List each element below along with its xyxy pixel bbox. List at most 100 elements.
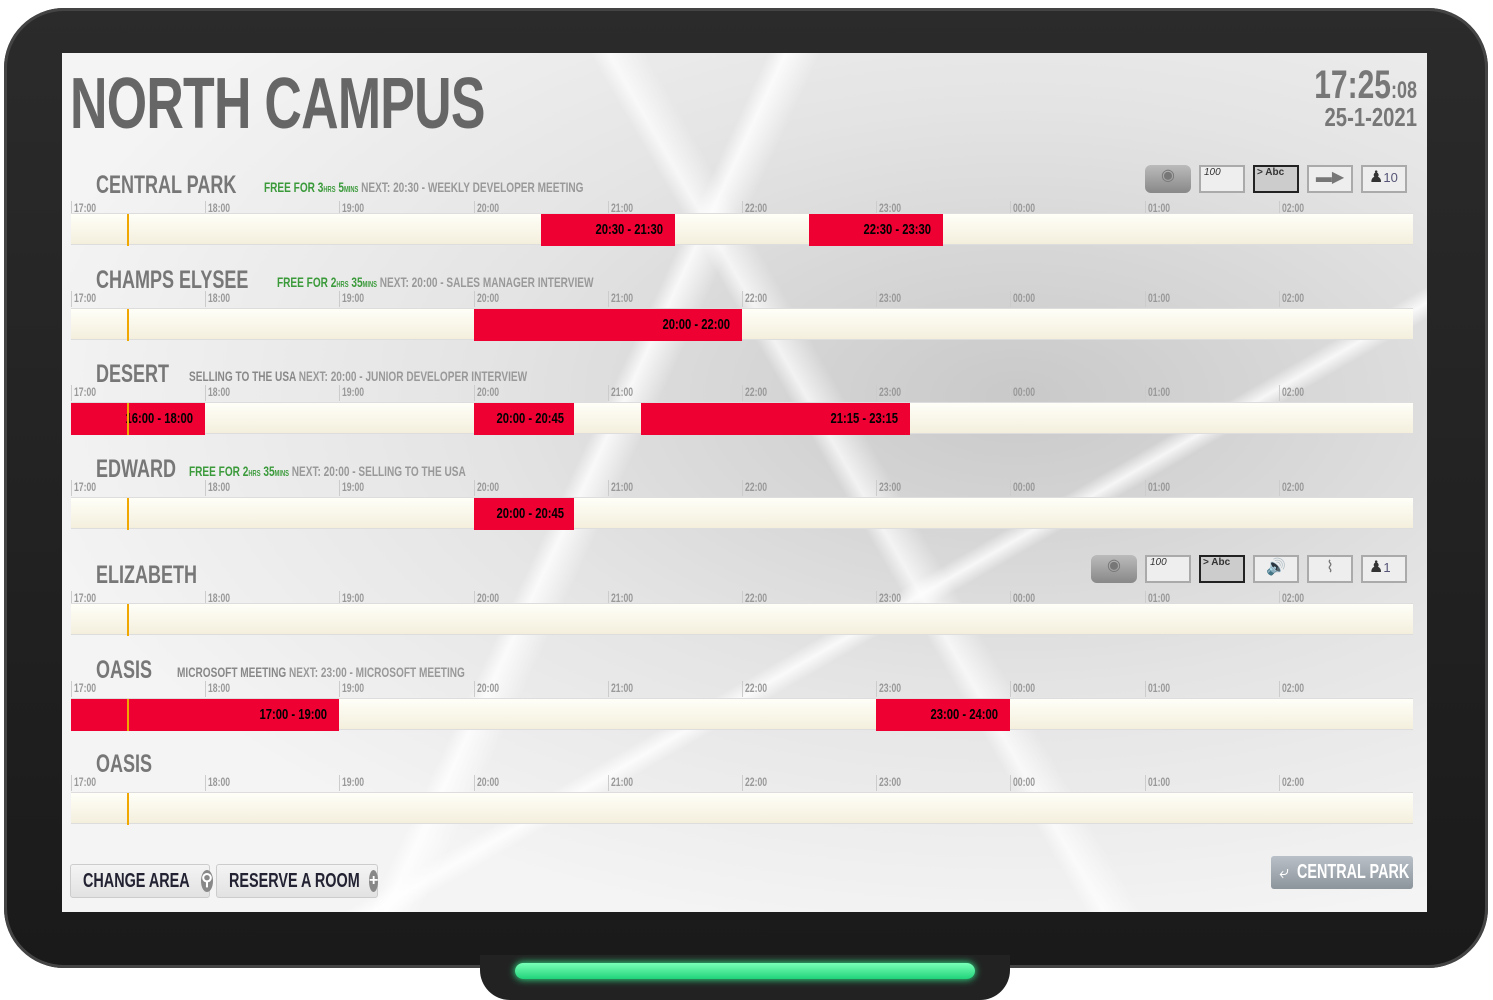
booking-block[interactable]: 17:00 - 19:00 [71,699,340,731]
current-time-marker [126,309,129,341]
timeline-track[interactable] [71,603,1413,636]
room-row[interactable]: OASIS MICROSOFT MEETING NEXT: 23:00 - MIC… [71,656,1413,746]
timeline-track[interactable]: 20:30 - 21:30 22:30 - 23:30 [71,213,1413,246]
hour-tick: 00:00 [1010,591,1044,607]
clock-time: 17:25:08 [1314,63,1417,107]
wifi-icon: ⌇ [1307,555,1353,583]
hour-tick: 23:00 [876,201,910,217]
current-time-marker [126,498,129,530]
hour-tick: 01:00 [1144,591,1179,607]
booking-block[interactable]: 20:00 - 20:45 [473,403,575,435]
screen-icon: > Abc [1253,165,1299,193]
hour-tick: 02:00 [1278,681,1313,697]
room-row[interactable]: ELIZABETH 17:00 18:00 19:00 20:00 21:00 22:00 2… [71,555,1413,651]
hour-tick: 01:00 [1144,775,1179,791]
room-status: MICROSOFT MEETING NEXT: 23:00 - MICROSOF… [177,664,577,680]
timeline-track[interactable]: 20:00 - 22:00 [71,308,1413,341]
hour-tick: 20:00 [473,775,508,791]
hour-tick: 02:00 [1278,201,1313,217]
booking-block[interactable]: 22:30 - 23:30 [809,214,944,246]
hour-tick: 19:00 [339,591,373,607]
room-row[interactable]: CHAMPS ELYSEE FREE FOR 2HRS 35MINS NEXT: … [71,266,1413,356]
hour-tick: 23:00 [876,775,910,791]
booking-block[interactable]: 23:00 - 24:00 [876,699,1011,731]
hour-tick: 02:00 [1278,480,1313,496]
hour-tick: 19:00 [339,480,373,496]
hour-tick: 21:00 [607,385,642,401]
room-status: FREE FOR 2HRS 35MINS NEXT: 20:00 - SELLI… [189,463,573,479]
hour-tick: 23:00 [876,681,910,697]
hour-tick: 22:00 [742,681,776,697]
hour-tick: 22:00 [742,480,776,496]
plus-icon: + [369,870,379,892]
hour-tick: 21:00 [607,591,642,607]
hour-tick: 23:00 [876,291,910,307]
booking-block[interactable]: 20:30 - 21:30 [540,214,675,246]
hour-tick: 02:00 [1278,775,1313,791]
clock-date: 25-1-2021 [1324,102,1417,132]
page-title: NORTH CAMPUS [70,64,485,144]
hour-tick: 21:00 [607,681,642,697]
room-name: OASIS [96,750,153,778]
room-status: SELLING TO THE USA NEXT: 20:00 - JUNIOR … [189,368,659,384]
next-meeting: NEXT: 23:00 - MICROSOFT MEETING [288,664,465,680]
room-row[interactable]: EDWARD FREE FOR 2HRS 35MINS NEXT: 20:00 -… [71,455,1413,545]
timeline-track[interactable]: 16:00 - 18:00 20:00 - 20:45 21:15 - 23:15 [71,402,1413,435]
room-row[interactable]: DESERT SELLING TO THE USA NEXT: 20:00 - J… [71,360,1413,450]
hour-tick: 21:00 [607,291,642,307]
status-led-bar [515,963,975,979]
booking-block[interactable]: 16:00 - 18:00 [71,403,206,435]
next-meeting: NEXT: 20:00 - JUNIOR DEVELOPER INTERVIEW [298,368,528,384]
room-row[interactable]: OASIS 17:00 18:00 19:00 20:00 21:00 22:00 23:00… [71,750,1413,840]
hour-tick: 20:00 [473,480,508,496]
room-status: FREE FOR 3HRS 5MINS NEXT: 20:30 - WEEKLY… [264,179,708,195]
amenities: ◉ 100 > Abc 🔊 ⌇ ♟1 [1091,555,1407,583]
next-meeting: NEXT: 20:00 - SALES MANAGER INTERVIEW [379,274,594,290]
hour-tick: 00:00 [1010,775,1044,791]
hour-tick: 19:00 [339,681,373,697]
booking-block[interactable]: 20:00 - 20:45 [473,498,575,530]
hour-tick: 23:00 [876,480,910,496]
hour-tick: 23:00 [876,385,910,401]
hour-tick: 17:00 [71,201,105,217]
current-time-marker [126,793,129,825]
hour-tick: 17:00 [71,291,105,307]
hour-tick: 21:00 [607,201,642,217]
hour-tick: 00:00 [1010,385,1044,401]
capacity-icon: ♟10 [1361,165,1407,193]
hour-tick: 17:00 [71,591,105,607]
free-for-text: FREE FOR 2HRS 35MINS [189,463,289,479]
hour-tick: 22:00 [742,385,776,401]
hour-tick: 19:00 [339,385,373,401]
screen: NORTH CAMPUS 17:25:08 25-1-2021 CENTRAL … [62,53,1427,912]
room-name: CHAMPS ELYSEE [96,266,249,294]
hour-tick: 20:00 [473,681,508,697]
reserve-room-button[interactable]: RESERVE A ROOM + [216,864,379,898]
back-to-room-button[interactable]: ⤶ CENTRAL PARK [1271,856,1413,889]
booking-block[interactable]: 20:00 - 22:00 [473,309,742,341]
whiteboard-icon: 100 [1199,165,1245,193]
hour-tick: 18:00 [205,775,239,791]
hour-tick: 17:00 [71,480,105,496]
booking-block[interactable]: 21:15 - 23:15 [641,403,910,435]
hour-tick: 20:00 [473,201,508,217]
hour-tick: 22:00 [742,775,776,791]
timeline-track[interactable]: 20:00 - 20:45 [71,497,1413,530]
change-area-button[interactable]: CHANGE AREA ⚲ [70,864,213,898]
hour-tick: 18:00 [205,385,239,401]
hour-tick: 01:00 [1144,681,1179,697]
hour-tick: 20:00 [473,291,508,307]
current-meeting: MICROSOFT MEETING [176,664,286,680]
video-camera-icon: ▬▶ [1307,165,1353,193]
next-meeting: NEXT: 20:00 - SELLING TO THE USA [291,463,466,479]
room-row[interactable]: CENTRAL PARK FREE FOR 3HRS 5MINS NEXT: 20… [71,165,1413,261]
hour-tick: 00:00 [1010,681,1044,697]
hour-tick: 22:00 [742,201,776,217]
clock: 17:25:08 25-1-2021 [1280,63,1417,133]
room-name: CENTRAL PARK [96,171,237,199]
current-time-marker [126,403,129,435]
timeline-track[interactable] [71,792,1413,825]
hour-tick: 02:00 [1278,291,1313,307]
timeline-track[interactable]: 17:00 - 19:00 23:00 - 24:00 [71,698,1413,731]
back-arrow-icon: ⤶ [1279,862,1290,882]
